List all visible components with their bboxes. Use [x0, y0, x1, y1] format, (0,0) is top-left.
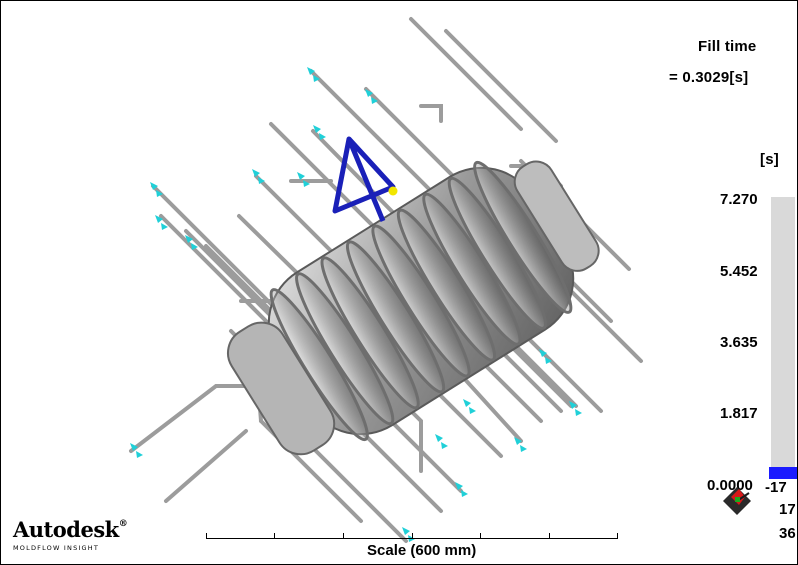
part-rib: [320, 256, 420, 410]
cooling-channel: [159, 214, 288, 343]
product-name: MOLDFLOW INSIGHT: [13, 544, 100, 552]
legend-tick: 5.452: [720, 263, 758, 280]
scale-tick: [206, 533, 207, 539]
result-title: Fill time: [698, 38, 757, 55]
axis-label: -17: [765, 479, 787, 496]
coolant-inlet-marker: [313, 125, 326, 140]
channel-connector: [164, 429, 248, 503]
part-rib: [447, 176, 547, 330]
scale-tick: [274, 533, 275, 539]
coolant-inlets: [130, 67, 582, 542]
coolant-inlet-marker: [297, 172, 310, 187]
coolant-inlet-marker: [514, 437, 527, 452]
coolant-inlet-marker: [435, 434, 448, 449]
autodesk-logo: Autodesk®: [13, 517, 128, 542]
legend-color-bar: [771, 197, 795, 479]
legend-unit: [s]: [760, 151, 779, 168]
part-rib: [473, 160, 573, 314]
part-rib: [295, 272, 395, 426]
part-rib: [422, 192, 522, 346]
cooling-channel: [304, 439, 408, 543]
coolant-inlet-marker: [569, 401, 582, 416]
scale-tick: [549, 533, 550, 539]
axis-label: 36: [779, 525, 796, 542]
cooling-channel: [444, 29, 558, 143]
channel-connector: [419, 104, 443, 123]
feed-system: [332, 136, 398, 222]
legend-tick: 1.817: [720, 405, 758, 422]
legend-tick: 7.270: [720, 191, 758, 208]
injection-point: [388, 186, 398, 196]
coolant-inlet-marker: [463, 399, 476, 414]
scale-tick: [480, 533, 481, 539]
cooling-channel: [151, 184, 283, 316]
legend-tick: 0.0000: [707, 477, 753, 494]
scale-tick: [617, 533, 618, 539]
cooling-channel: [409, 17, 523, 131]
scale-tick: [412, 533, 413, 539]
part-rib: [396, 208, 497, 362]
coolant-inlet-marker: [130, 443, 143, 458]
molded-part: [226, 160, 600, 456]
coolant-inlet-marker: [365, 89, 378, 104]
coolant-inlet-marker: [185, 235, 198, 250]
model-viewport[interactable]: [1, 1, 681, 564]
legend-fill-indicator: [769, 467, 797, 479]
triad-axes-icon[interactable]: [719, 479, 759, 519]
coolant-inlet-marker: [155, 215, 168, 230]
axis-label: 17: [779, 501, 796, 518]
coolant-inlet-marker: [455, 482, 468, 497]
runner-triangle: [332, 136, 396, 222]
coolant-inlet-marker: [539, 349, 552, 364]
scale-tick: [343, 533, 344, 539]
result-value: = 0.3029[s]: [669, 69, 749, 86]
coolant-inlet-marker: [150, 182, 163, 197]
part-rib: [371, 224, 471, 378]
legend-tick: 3.635: [720, 334, 758, 351]
cooling-channel: [309, 69, 433, 193]
coolant-inlet-marker: [307, 67, 320, 82]
coolant-inlet-marker: [252, 169, 265, 184]
scale-label: Scale (600 mm): [367, 542, 477, 559]
